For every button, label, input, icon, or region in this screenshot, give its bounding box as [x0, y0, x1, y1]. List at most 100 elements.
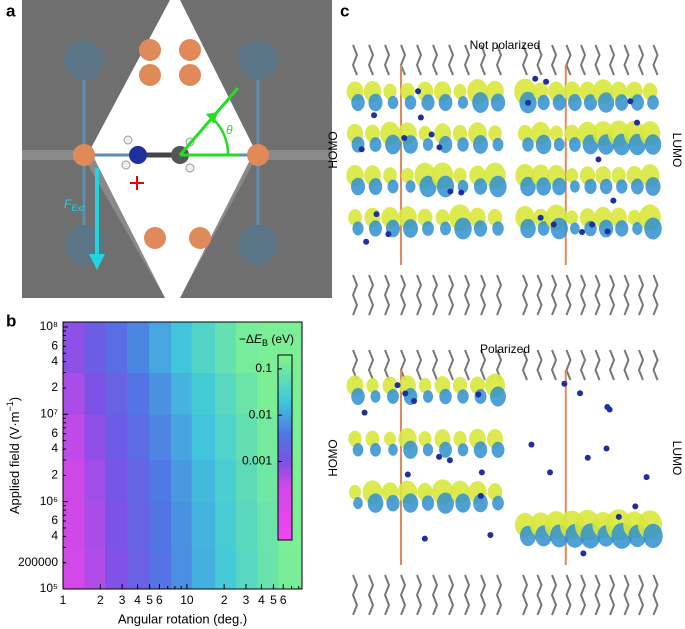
- x-tick-label: 10: [180, 593, 194, 607]
- orbital-lobe: [387, 389, 399, 404]
- orbital-panel: [346, 44, 663, 616]
- cation: [436, 453, 443, 460]
- cation: [385, 231, 392, 238]
- organic-chain: [399, 274, 407, 316]
- cation: [401, 135, 408, 142]
- orbital-lobe: [535, 134, 552, 155]
- heatmap-cell: [105, 372, 128, 415]
- orbital-lobe: [645, 177, 661, 196]
- organic-chain: [383, 44, 391, 76]
- atom-halide: [189, 227, 211, 249]
- orbital-lobe: [405, 180, 416, 193]
- orbital-lobe: [552, 177, 567, 196]
- organic-chain: [565, 44, 572, 76]
- organic-chain: [495, 44, 503, 76]
- cation: [371, 112, 378, 119]
- heatmap-cell: [126, 459, 150, 502]
- organic-chain: [479, 574, 487, 616]
- cation: [361, 409, 368, 416]
- x-tick-label: 3: [119, 593, 126, 607]
- cation: [632, 503, 639, 510]
- orbital-lobe: [491, 441, 505, 458]
- orbital-lobe: [422, 443, 434, 457]
- orbital-lobe: [584, 178, 597, 195]
- orbital-lobe: [403, 135, 418, 154]
- heatmap-cell: [191, 414, 216, 461]
- orbital-lobe: [439, 441, 452, 458]
- organic-chain: [495, 274, 503, 316]
- cation: [373, 211, 380, 218]
- orbital-lobe: [457, 137, 469, 152]
- orbital-lobe: [387, 95, 399, 110]
- organic-chain: [447, 574, 455, 616]
- orbital-lobe: [473, 135, 488, 154]
- orbital-lobe: [565, 168, 578, 183]
- orbital-lobe: [403, 219, 418, 238]
- orbital-lobe: [490, 93, 506, 112]
- y-tick-label: 10⁸: [40, 319, 58, 333]
- cation: [589, 221, 596, 228]
- field-arrowhead: [89, 254, 105, 270]
- orbital-lobe: [552, 94, 566, 111]
- cation: [627, 98, 634, 105]
- orbital-lobe: [387, 179, 399, 194]
- heatmap-cell: [149, 321, 172, 373]
- orbital-lobe: [435, 209, 450, 226]
- heatmap-cell: [191, 547, 216, 590]
- cation: [447, 188, 454, 195]
- heatmap-cell: [191, 501, 216, 548]
- orbital-lobe: [404, 95, 417, 110]
- orbital-lobe: [454, 217, 472, 240]
- organic-chain: [594, 349, 601, 381]
- orbital-lobe: [599, 178, 613, 195]
- organic-chain: [652, 349, 659, 381]
- cation: [543, 78, 550, 85]
- heatmap-cell: [235, 321, 258, 373]
- orbital-lobe: [383, 167, 397, 184]
- organic-chain: [415, 349, 423, 381]
- orbital-lobe: [401, 167, 414, 184]
- organic-chain: [536, 44, 543, 76]
- organic-chain: [431, 349, 439, 381]
- orbital-lobe: [388, 443, 398, 456]
- heatmap-cell: [256, 501, 279, 548]
- orbital-lobe: [630, 94, 644, 111]
- organic-chain: [608, 44, 616, 76]
- orbital-lobe: [455, 493, 471, 513]
- orbital-lobe: [490, 386, 506, 407]
- heatmap-cell: [105, 501, 128, 548]
- colorbar-tick-label: 0.01: [249, 407, 273, 421]
- cation: [358, 146, 365, 153]
- orbital-lobe: [369, 137, 382, 152]
- x-tick-label: 3: [243, 593, 250, 607]
- organic-chain: [594, 44, 601, 76]
- orbital-lobe: [370, 390, 381, 403]
- organic-chain: [623, 349, 630, 381]
- x-tick-label: 6: [156, 593, 163, 607]
- x-tick-label: 5: [270, 593, 277, 607]
- center-marker: [130, 176, 144, 190]
- orbital-lobe: [418, 125, 432, 142]
- organic-chain: [637, 274, 645, 316]
- organic-chain: [431, 44, 439, 76]
- orbital-lobe: [457, 96, 469, 109]
- atom-pb: [238, 40, 278, 80]
- organic-chain: [383, 274, 391, 316]
- cation: [532, 75, 539, 82]
- organic-chain: [479, 44, 487, 76]
- orbital-lobe: [440, 221, 451, 236]
- y-tick-label: 4: [51, 354, 58, 368]
- orbital-lobe: [419, 175, 437, 198]
- organic-chain: [463, 274, 471, 316]
- organic-chain: [550, 349, 558, 381]
- orbital-lobe: [549, 125, 563, 142]
- heatmap-cell: [126, 321, 150, 373]
- colorbar-title-sub: B: [262, 338, 268, 348]
- orbital-lobe: [473, 178, 488, 195]
- atom-halide: [139, 39, 161, 61]
- cation: [487, 532, 494, 539]
- orbital-lobe: [351, 388, 365, 405]
- orbital-lobe: [520, 176, 536, 197]
- heatmap-cell: [215, 501, 237, 548]
- organic-chain: [463, 349, 471, 381]
